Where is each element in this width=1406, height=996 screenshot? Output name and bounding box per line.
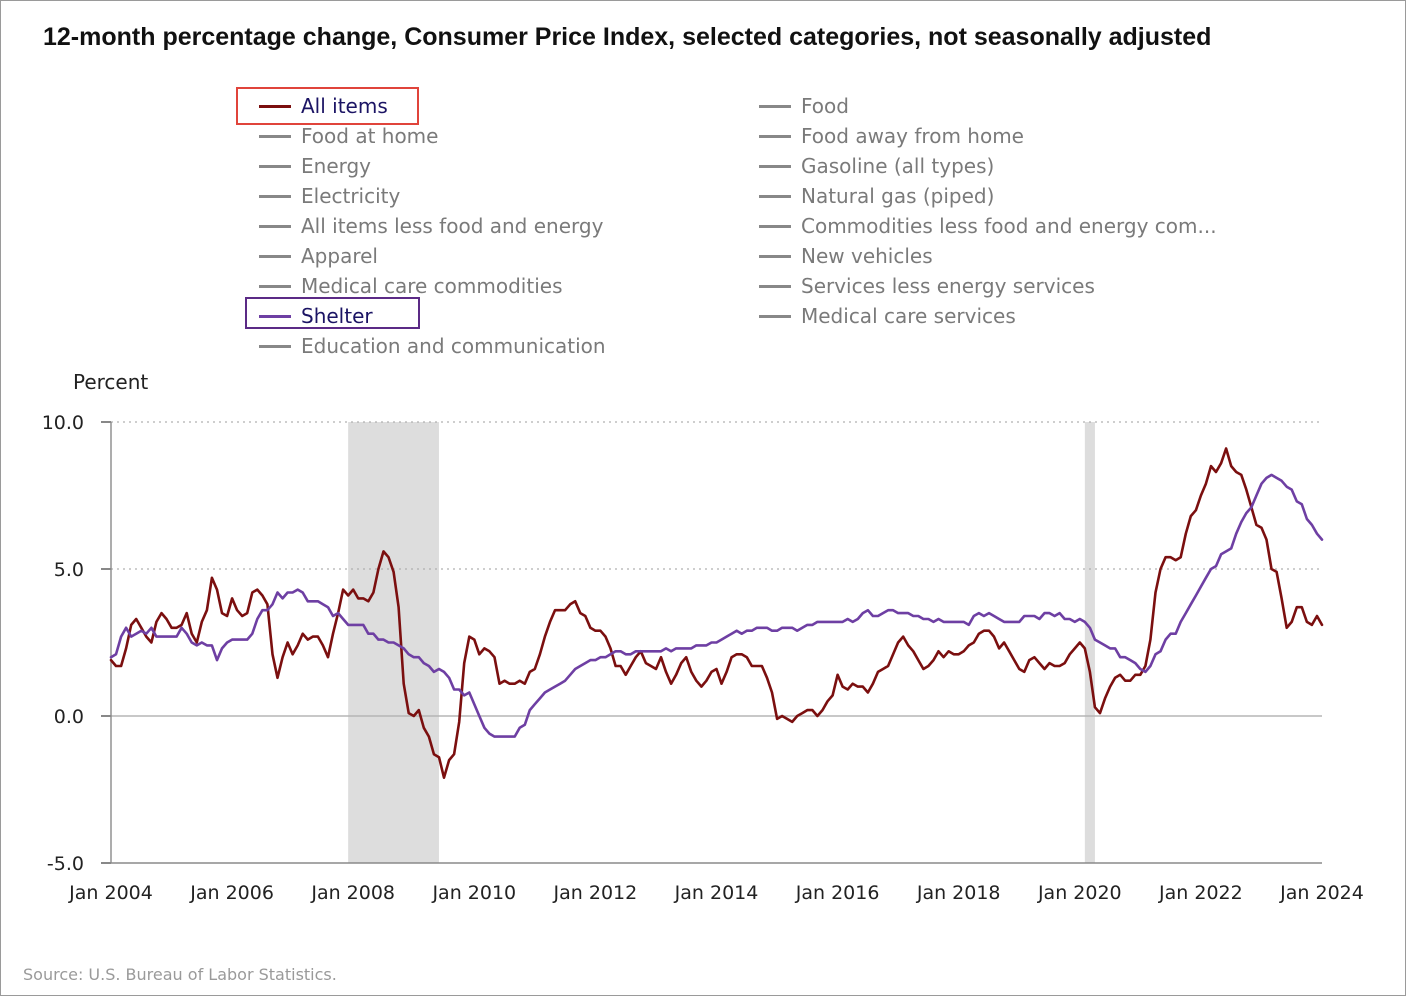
- legend-label: Medical care services: [801, 304, 1016, 328]
- legend-item-food-away-from-home[interactable]: Food away from home: [759, 122, 1024, 150]
- y-tick-label: 5.0: [54, 559, 84, 581]
- recession-band: [1084, 422, 1095, 863]
- legend-label: Food: [801, 94, 849, 118]
- legend-label: Food at home: [301, 124, 439, 148]
- shelter-highlight-box: [245, 297, 420, 329]
- legend-label: Medical care commodities: [301, 274, 563, 298]
- x-tick-label: Jan 2004: [68, 882, 153, 904]
- y-tick-label: 0.0: [54, 706, 84, 728]
- legend-label: Education and communication: [301, 334, 606, 358]
- legend-swatch: [259, 164, 291, 168]
- legend-item-medical-care-commodities[interactable]: Medical care commodities: [259, 272, 562, 300]
- x-tick-label: Jan 2008: [310, 882, 395, 904]
- x-tick-label: Jan 2010: [431, 882, 516, 904]
- chart-title: 12-month percentage change, Consumer Pri…: [43, 23, 1212, 51]
- legend-swatch: [759, 194, 791, 198]
- legend-label: Food away from home: [801, 124, 1024, 148]
- legend-item-apparel[interactable]: Apparel: [259, 242, 378, 270]
- legend-swatch: [759, 104, 791, 108]
- x-tick-label: Jan 2020: [1037, 882, 1122, 904]
- legend-label: Energy: [301, 154, 372, 178]
- legend-label: All items: [301, 94, 388, 118]
- legend-item-energy[interactable]: Energy: [259, 152, 371, 180]
- legend-label: Natural gas (piped): [801, 184, 995, 208]
- legend-swatch: [759, 284, 791, 288]
- y-tick-label: -5.0: [47, 853, 84, 875]
- legend-swatch: [259, 224, 291, 228]
- legend-swatch: [759, 254, 791, 258]
- legend-item-shelter[interactable]: Shelter: [259, 302, 373, 330]
- legend: All items Food at home Energy Electricity Al…: [0, 0, 1406, 370]
- legend-swatch: [759, 224, 791, 228]
- legend-label: Apparel: [301, 244, 378, 268]
- legend-label: Shelter: [301, 304, 373, 328]
- legend-swatch: [759, 134, 791, 138]
- legend-swatch: [759, 314, 791, 318]
- all-items-highlight-box: [236, 87, 419, 125]
- legend-item-all-items[interactable]: All items: [259, 92, 388, 120]
- x-tick-label: Jan 2016: [795, 882, 880, 904]
- legend-item-commodities-less-food-and-energy-com[interactable]: Commodities less food and energy com...: [759, 212, 1217, 240]
- legend-swatch: [259, 194, 291, 198]
- x-tick-label: Jan 2014: [674, 882, 759, 904]
- legend-item-services-less-energy-services[interactable]: Services less energy services: [759, 272, 1095, 300]
- legend-item-electricity[interactable]: Electricity: [259, 182, 400, 210]
- y-tick-label: 10.0: [42, 412, 84, 434]
- legend-swatch: [259, 134, 291, 138]
- legend-swatch: [259, 344, 291, 348]
- x-tick-label: Jan 2012: [553, 882, 638, 904]
- x-tick-label: Jan 2006: [189, 882, 274, 904]
- legend-item-medical-care-services[interactable]: Medical care services: [759, 302, 1016, 330]
- legend-label: All items less food and energy: [301, 214, 604, 238]
- series-line-all-items: [109, 447, 1324, 779]
- legend-item-food-at-home[interactable]: Food at home: [259, 122, 438, 150]
- legend-label: Services less energy services: [801, 274, 1095, 298]
- legend-swatch: [759, 164, 791, 168]
- x-tick-label: Jan 2024: [1279, 882, 1364, 904]
- series-line-shelter: [109, 473, 1324, 738]
- legend-label: New vehicles: [801, 244, 933, 268]
- legend-item-all-items-less-food-and-energy[interactable]: All items less food and energy: [259, 212, 603, 240]
- legend-item-new-vehicles[interactable]: New vehicles: [759, 242, 933, 270]
- legend-swatch: [259, 104, 291, 108]
- legend-item-natural-gas-piped[interactable]: Natural gas (piped): [759, 182, 994, 210]
- legend-swatch: [259, 284, 291, 288]
- legend-label: Gasoline (all types): [801, 154, 995, 178]
- legend-label: Commodities less food and energy com...: [801, 214, 1217, 238]
- legend-item-gasoline-all-types[interactable]: Gasoline (all types): [759, 152, 994, 180]
- legend-item-food[interactable]: Food: [759, 92, 849, 120]
- y-axis-label: Percent: [73, 370, 149, 394]
- legend-swatch: [259, 314, 291, 318]
- source-note: Source: U.S. Bureau of Labor Statistics.: [23, 965, 337, 984]
- legend-item-education-and-communication[interactable]: Education and communication: [259, 332, 606, 360]
- legend-swatch: [259, 254, 291, 258]
- x-tick-label: Jan 2022: [1158, 882, 1243, 904]
- x-tick-label: Jan 2018: [916, 882, 1001, 904]
- legend-label: Electricity: [301, 184, 401, 208]
